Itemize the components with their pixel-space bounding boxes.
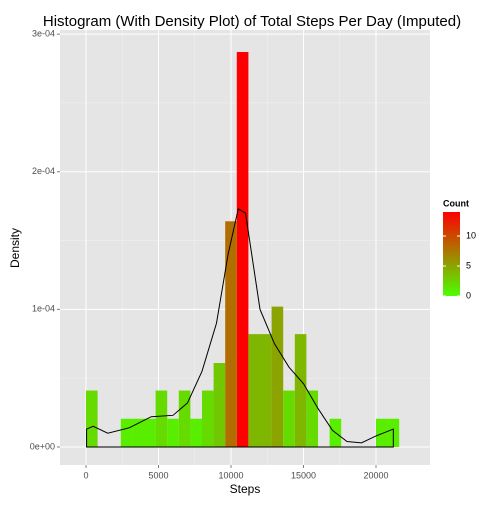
y-tick-label: 2e-04 (32, 166, 55, 176)
bar (201, 390, 214, 447)
x-tick-label: 0 (83, 470, 88, 480)
bar (120, 418, 133, 447)
legend-label: 10 (466, 230, 476, 240)
legend-label: 5 (466, 260, 471, 270)
y-tick-label: 3e-04 (32, 29, 55, 39)
bar (132, 418, 144, 447)
bar (143, 418, 156, 447)
x-tick-label: 5000 (148, 470, 168, 480)
x-tick-label: 15000 (291, 470, 316, 480)
x-tick-label: 20000 (363, 470, 388, 480)
y-tick-label: 0e+00 (30, 441, 55, 451)
bar (283, 390, 295, 447)
bar (260, 334, 272, 447)
y-tick-label: 1e-04 (32, 304, 55, 314)
chart-title: Histogram (With Density Plot) of Total S… (43, 13, 461, 30)
color-bar (443, 212, 460, 296)
bar (248, 334, 261, 447)
bar (190, 418, 202, 447)
legend-label: 0 (466, 290, 471, 300)
bar (271, 306, 284, 447)
bar (236, 52, 249, 447)
bar (85, 390, 98, 447)
bar (306, 390, 319, 447)
x-axis-label: Steps (230, 482, 261, 496)
bar (294, 334, 307, 447)
bar (167, 418, 179, 447)
y-axis-label: Density (8, 228, 22, 268)
bar (225, 221, 237, 447)
bar (155, 390, 168, 447)
x-tick-label: 10000 (218, 470, 243, 480)
bar (213, 363, 226, 447)
density-curve (86, 208, 394, 448)
bar (178, 390, 191, 447)
bar (376, 418, 388, 447)
legend-title: Count (443, 198, 469, 208)
